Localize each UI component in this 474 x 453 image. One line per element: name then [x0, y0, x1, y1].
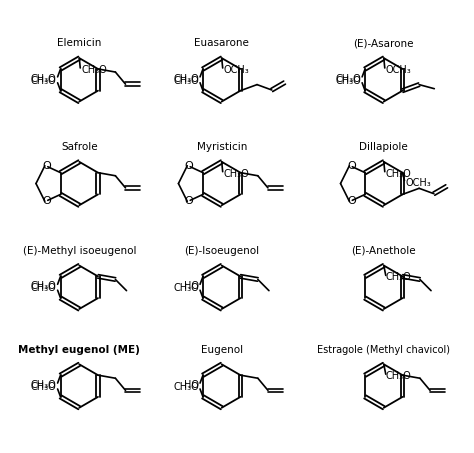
Text: CH₃O: CH₃O: [31, 281, 56, 291]
Text: Euasarone: Euasarone: [194, 39, 249, 48]
Text: (E)-Anethole: (E)-Anethole: [352, 246, 416, 256]
Text: HO: HO: [184, 281, 199, 291]
Text: CH₃O: CH₃O: [81, 65, 107, 75]
Text: CH₃O: CH₃O: [173, 76, 199, 86]
Text: OCH₃: OCH₃: [405, 178, 431, 188]
Text: CH₃O: CH₃O: [336, 76, 361, 86]
Text: O: O: [347, 161, 356, 171]
Text: O: O: [185, 196, 193, 206]
Text: (E)-Isoeugenol: (E)-Isoeugenol: [184, 246, 259, 256]
Text: HO: HO: [184, 380, 199, 390]
Text: Methyl eugenol (ME): Methyl eugenol (ME): [18, 345, 140, 355]
Text: OCH₃: OCH₃: [386, 65, 411, 75]
Text: CH₃O: CH₃O: [386, 169, 411, 178]
Text: Estragole (Methyl chavicol): Estragole (Methyl chavicol): [317, 345, 450, 355]
Text: CH₃O: CH₃O: [224, 169, 249, 178]
Text: CH₃O: CH₃O: [173, 74, 199, 84]
Text: CH₃O: CH₃O: [31, 74, 56, 84]
Text: O: O: [42, 196, 51, 206]
Text: (E)-Methyl isoeugenol: (E)-Methyl isoeugenol: [23, 246, 136, 256]
Text: CH₃O: CH₃O: [31, 380, 56, 390]
Text: CH₃O: CH₃O: [31, 76, 56, 86]
Text: Myristicin: Myristicin: [197, 142, 247, 152]
Text: Eugenol: Eugenol: [201, 345, 243, 355]
Text: CH₃O: CH₃O: [173, 283, 199, 293]
Text: CH₃O: CH₃O: [386, 371, 411, 381]
Text: Dillapiole: Dillapiole: [359, 142, 408, 152]
Text: CH₃O: CH₃O: [386, 272, 411, 282]
Text: CH₃O: CH₃O: [31, 283, 56, 293]
Text: CH₃O: CH₃O: [31, 382, 56, 392]
Text: CH₃O: CH₃O: [336, 74, 361, 84]
Text: CH₃O: CH₃O: [173, 382, 199, 392]
Text: O: O: [185, 161, 193, 171]
Text: O: O: [42, 161, 51, 171]
Text: Safrole: Safrole: [61, 142, 98, 152]
Text: OCH₃: OCH₃: [224, 65, 249, 75]
Text: Elemicin: Elemicin: [57, 39, 101, 48]
Text: O: O: [347, 196, 356, 206]
Text: (E)-Asarone: (E)-Asarone: [354, 39, 414, 48]
